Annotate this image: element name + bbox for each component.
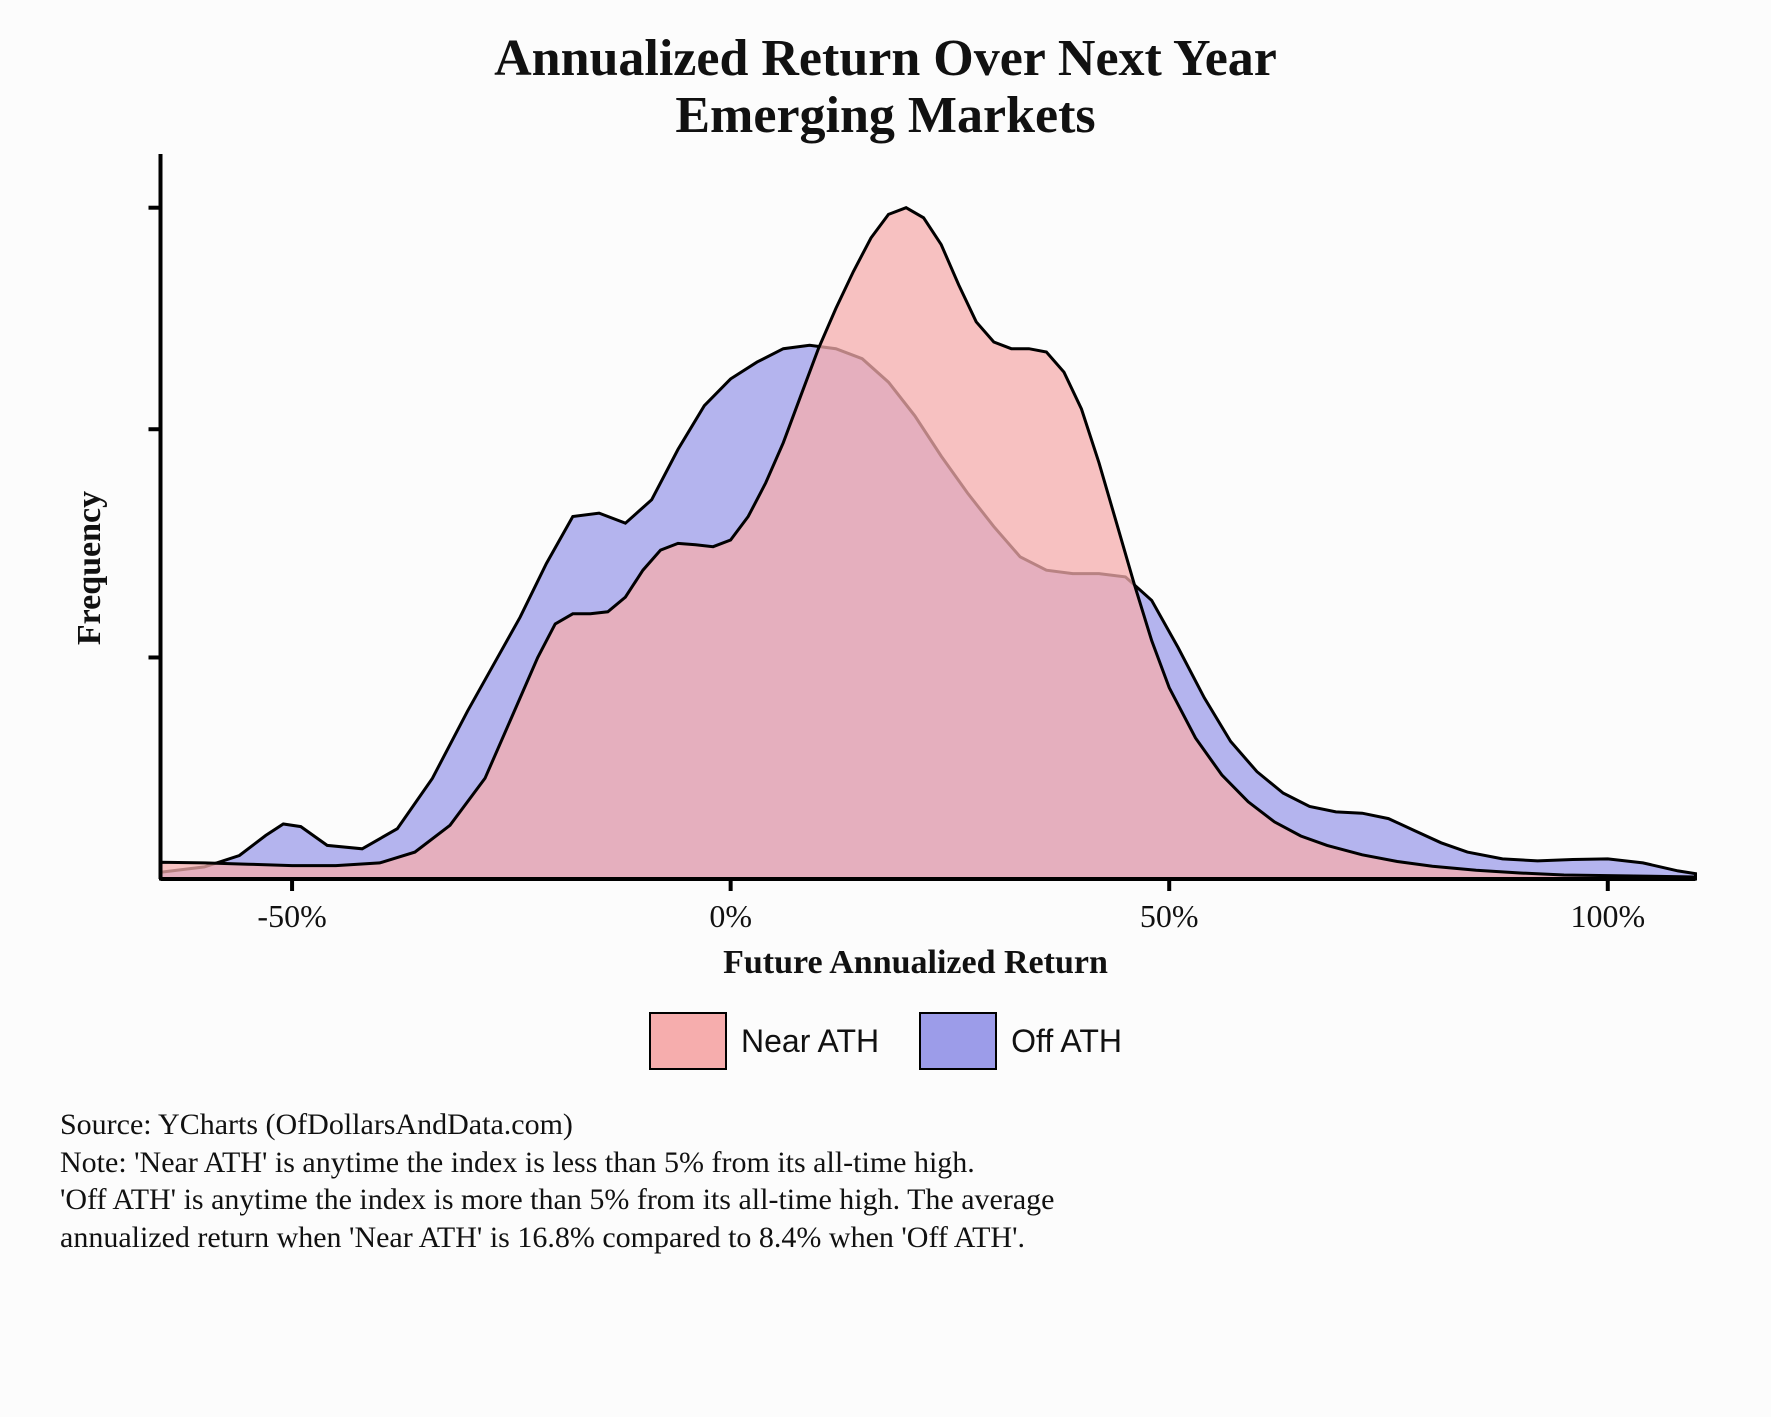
ylabel-column: Frequency bbox=[60, 154, 120, 982]
density-plot: -50% 0% 50% 100% bbox=[120, 154, 1711, 934]
title-line-1: Annualized Return Over Next Year bbox=[60, 30, 1711, 87]
x-tick-label: -50% bbox=[257, 898, 326, 934]
x-tick-label: 0% bbox=[709, 898, 752, 934]
chart-page: Annualized Return Over Next Year Emergin… bbox=[0, 0, 1771, 1417]
title-block: Annualized Return Over Next Year Emergin… bbox=[60, 30, 1711, 144]
footnote-line-4: annualized return when 'Near ATH' is 16.… bbox=[60, 1219, 1711, 1257]
footnote-line-2: Note: 'Near ATH' is anytime the index is… bbox=[60, 1144, 1711, 1182]
y-axis-label: Frequency bbox=[71, 491, 109, 645]
x-axis-label: Future Annualized Return bbox=[120, 944, 1711, 982]
title-line-2: Emerging Markets bbox=[60, 87, 1711, 144]
plot-column: -50% 0% 50% 100% Future Annualized Return bbox=[120, 154, 1711, 982]
legend-label-off-ath: Off ATH bbox=[1011, 1023, 1122, 1060]
legend-item-off-ath: Off ATH bbox=[919, 1012, 1122, 1070]
legend-label-near-ath: Near ATH bbox=[741, 1023, 879, 1060]
legend-swatch-off-ath bbox=[919, 1012, 997, 1070]
footnote-block: Source: YCharts (OfDollarsAndData.com) N… bbox=[60, 1106, 1711, 1256]
legend-item-near-ath: Near ATH bbox=[649, 1012, 879, 1070]
footnote-line-1: Source: YCharts (OfDollarsAndData.com) bbox=[60, 1106, 1711, 1144]
chart-row: Frequency -50% 0% 50% 100% Future Annualize… bbox=[60, 154, 1711, 982]
x-tick-label: 50% bbox=[1140, 898, 1199, 934]
x-tick-label: 100% bbox=[1570, 898, 1645, 934]
legend-swatch-near-ath bbox=[649, 1012, 727, 1070]
footnote-line-3: 'Off ATH' is anytime the index is more t… bbox=[60, 1181, 1711, 1219]
density-near-ath bbox=[161, 208, 1696, 879]
legend: Near ATH Off ATH bbox=[60, 1012, 1711, 1070]
